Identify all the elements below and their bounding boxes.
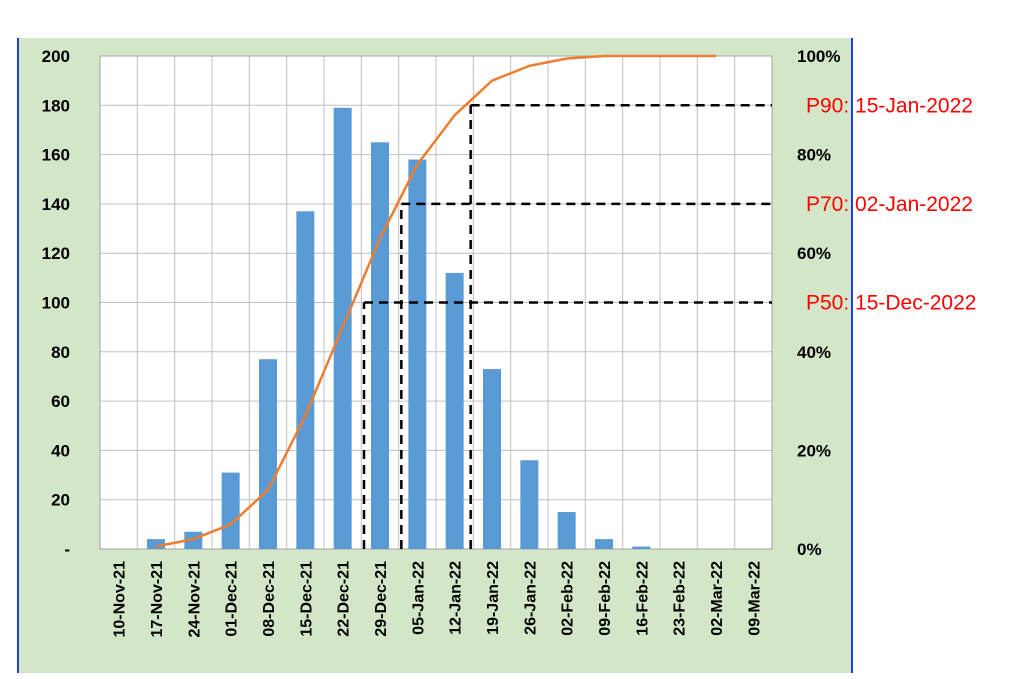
x-tick-label: 26-Jan-22 [522, 561, 539, 635]
x-tick-label: 02-Feb-22 [560, 561, 577, 636]
x-tick-label: 24-Nov-21 [186, 561, 203, 638]
x-tick-label: 16-Feb-22 [634, 561, 651, 636]
reference-lines [362, 104, 772, 549]
annotation-p90: P90: 15-Jan-2022 [806, 94, 973, 117]
right-tick-label: 20% [797, 441, 831, 460]
right-tick-label: 40% [797, 343, 831, 362]
bar-15-Dec-21 [296, 211, 315, 550]
cumulative-line-series [155, 54, 716, 548]
x-axis: 10-Nov-21 17-Nov-21 24-Nov-21 01-Dec-21 08-D… [112, 561, 764, 638]
x-tick-label: 17-Nov-21 [149, 561, 166, 638]
left-tick-label: 160 [42, 146, 70, 165]
bar-17-Nov-21 [147, 539, 165, 549]
left-tick-label: 20 [51, 491, 70, 510]
bar-26-Jan-22 [520, 460, 539, 549]
right-tick-label: 100% [797, 47, 840, 66]
bar-series [147, 107, 651, 550]
left-tick-label: 60 [51, 392, 70, 411]
x-tick-label: 10-Nov-21 [112, 561, 129, 638]
right-tick-label: 80% [797, 146, 831, 165]
x-tick-label: 02-Mar-22 [709, 561, 726, 636]
left-tick-label: 80 [51, 343, 70, 362]
left-tick-label: - [64, 540, 70, 559]
x-tick-label: 09-Mar-22 [746, 561, 763, 636]
left-tick-label: 120 [42, 244, 70, 263]
annotations: P50: 15-Dec-2022 P70: 02-Jan-2022 P90: 15-… [806, 94, 976, 314]
left-tick-label: 100 [42, 294, 70, 313]
cumulative-line [155, 54, 716, 548]
left-tick-label: 200 [42, 47, 70, 66]
x-tick-label: 05-Jan-22 [410, 561, 427, 635]
bar-29-Dec-21 [371, 142, 389, 549]
left-tick-label: 40 [51, 441, 70, 460]
bar-12-Jan-22 [445, 272, 464, 549]
x-tick-label: 01-Dec-21 [224, 561, 241, 637]
left-axis: - 20 40 60 80 100 120 140 160 180 200 [42, 47, 70, 559]
x-tick-label: 23-Feb-22 [672, 561, 689, 636]
annotation-p50: P50: 15-Dec-2022 [806, 292, 976, 315]
right-axis: 0% 20% 40% 60% 80% 100% [797, 47, 840, 559]
x-tick-label: 22-Dec-21 [336, 561, 353, 637]
right-tick-label: 0% [797, 540, 822, 559]
bar-19-Jan-22 [483, 369, 501, 549]
x-tick-label: 12-Jan-22 [448, 561, 465, 635]
x-tick-label: 09-Feb-22 [597, 561, 614, 636]
bar-09-Feb-22 [595, 539, 613, 549]
left-tick-label: 140 [42, 195, 70, 214]
bar-08-Dec-21 [259, 359, 277, 549]
left-tick-label: 180 [42, 96, 70, 115]
bar-05-Jan-22 [408, 159, 427, 549]
x-tick-label: 15-Dec-21 [298, 561, 315, 637]
x-tick-label: 08-Dec-21 [261, 561, 278, 637]
bar-01-Dec-21 [221, 472, 240, 549]
x-tick-label: 19-Jan-22 [485, 561, 502, 635]
bar-02-Feb-22 [557, 512, 576, 549]
annotation-p70: P70: 02-Jan-2022 [806, 193, 973, 216]
x-tick-label: 29-Dec-21 [373, 561, 390, 637]
right-tick-label: 60% [797, 244, 831, 263]
bar-16-Feb-22 [632, 546, 651, 549]
